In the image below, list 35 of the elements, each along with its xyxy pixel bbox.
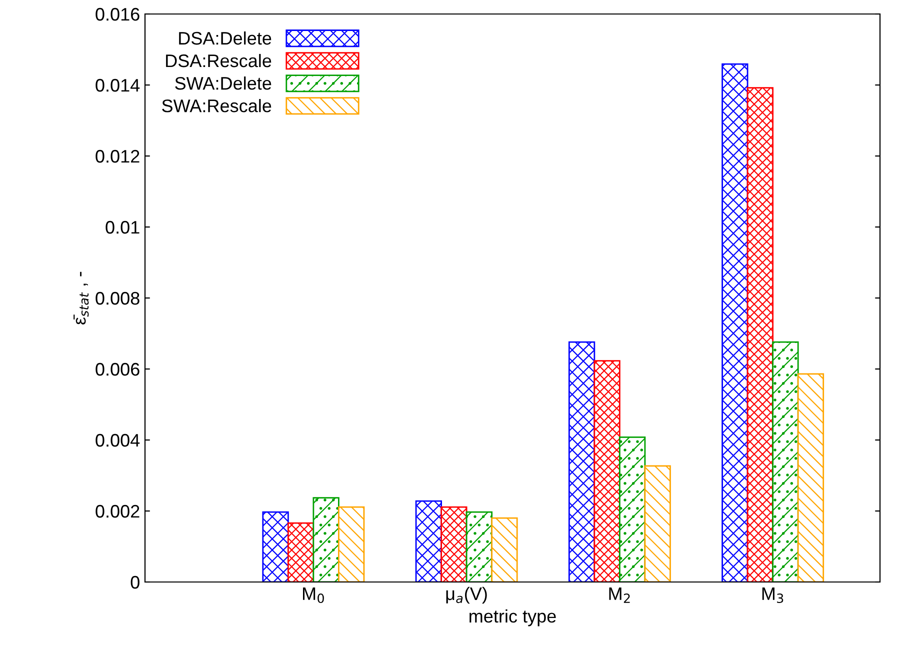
legend-label: SWA:Rescale: [162, 99, 272, 112]
y-tick-label: 0.006: [96, 362, 140, 376]
bar: [644, 465, 671, 582]
legend-label: DSA:Delete: [179, 31, 272, 45]
legend-label: SWA:Delete: [175, 76, 272, 90]
y-axis-title: ε̄$_{stat}$ , -: [74, 272, 89, 324]
bar: [746, 87, 774, 582]
y-tick-label: 0.016: [96, 8, 140, 21]
y-tick-label: 0: [130, 576, 140, 589]
y-tick-label: 0.002: [96, 504, 140, 518]
x-tick-label: μ$_{a}$(V): [446, 586, 487, 604]
bar: [312, 497, 340, 582]
legend-label: DSA:Rescale: [166, 54, 272, 68]
y-tick-label: 0.014: [96, 78, 140, 92]
y-tick-label: 0.01: [106, 220, 140, 234]
x-tick-label: M$_{2}$: [609, 587, 630, 603]
y-tick-label: 0.004: [96, 434, 140, 447]
bar: [797, 373, 824, 582]
x-axis-title: metric type: [470, 609, 556, 626]
y-tick-label: 0.008: [96, 292, 140, 305]
bar: [466, 511, 493, 582]
bar: [722, 63, 748, 582]
bar: [568, 341, 596, 582]
bar: [262, 511, 289, 582]
x-tick-label: M$_{3}$: [762, 587, 784, 604]
x-tick-label: M$_{0}$: [303, 587, 324, 604]
y-tick-label: 0.012: [96, 150, 140, 163]
bar: [440, 506, 468, 582]
bar: [491, 517, 518, 582]
bar: [287, 522, 314, 582]
bar: [618, 436, 646, 582]
bar: [338, 506, 365, 582]
bar: [772, 341, 799, 582]
bar: [594, 360, 620, 582]
bar: [415, 500, 442, 582]
